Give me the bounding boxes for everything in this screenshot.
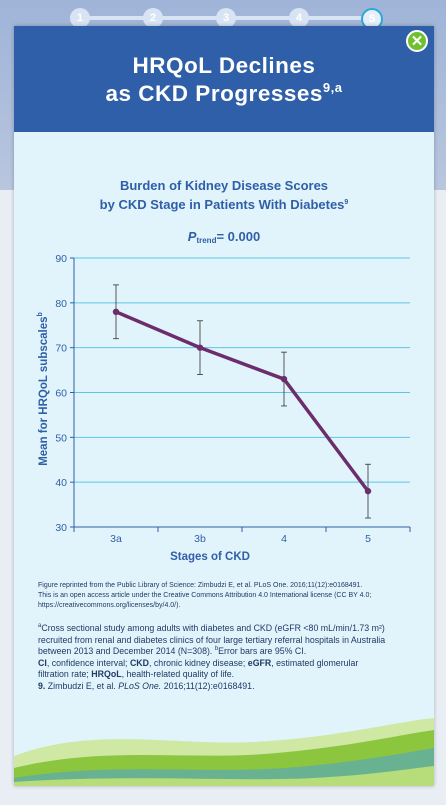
data-points: [112, 308, 372, 495]
page-title: HRQoL Declines as CKD Progresses9,a: [14, 52, 434, 108]
note-b-text: Error bars are 95% CI.: [218, 646, 307, 657]
y-tick-label-80: 80: [55, 298, 67, 310]
y-tick-label-30: 30: [55, 522, 67, 534]
note-a-text-1: Cross sectional study among adults with …: [41, 623, 385, 633]
title-line-1: HRQoL Declines: [132, 53, 316, 78]
line-chart: 30 40 50 60 70 80 90 3a 3b 4 5 Stages of CKD: [55, 253, 411, 563]
x-tick-label-5: 5: [365, 533, 371, 545]
wave-front: [14, 766, 434, 786]
y-tick-label-60: 60: [55, 388, 67, 400]
p-trend-value: = 0.000: [216, 229, 261, 244]
step-1[interactable]: 1: [70, 8, 90, 28]
step-3[interactable]: 3: [216, 8, 236, 28]
chart-title-line-1: Burden of Kidney Disease Scores: [119, 178, 329, 193]
reprint-line-1: Figure reprinted from the Public Library…: [38, 582, 363, 589]
note-a-text-3: between 2013 and December 2014 (N=308).: [38, 646, 213, 657]
step-2[interactable]: 2: [143, 8, 163, 28]
x-tick-label-4: 4: [281, 533, 287, 545]
wave-blue: [14, 748, 434, 786]
x-tick-labels: 3a 3b 4 5: [110, 533, 371, 545]
abbr-hrqol: HRQoL: [91, 669, 122, 680]
abbr-line-2-text: filtration rate;: [38, 669, 92, 680]
x-tick-label-3b: 3b: [194, 533, 206, 545]
abbr-ckd-text: , chronic kidney disease;: [149, 657, 248, 668]
chart-title: Burden of Kidney Disease Scores by CKD S…: [14, 176, 434, 214]
x-tick-label-3a: 3a: [110, 533, 122, 545]
grid-lines: [74, 257, 410, 483]
abbr-ckd: CKD: [129, 657, 150, 668]
modal-panel: HRQoL Declines as CKD Progresses9,a ✕ Bu…: [14, 26, 434, 786]
y-tick-label-40: 40: [55, 477, 67, 489]
abbr-ci-text: , confidence interval;: [46, 657, 130, 668]
series-line: [115, 310, 370, 493]
reference-journal: PLoS One.: [118, 680, 162, 691]
chart-title-line-2: by CKD Stage in Patients With Diabetes9: [14, 195, 434, 214]
title-line-2-text: as CKD Progresses: [105, 81, 323, 106]
abbr-ci: CI: [38, 657, 47, 668]
step-indicator: 1 2 3 4 5: [0, 0, 446, 30]
reference-number: 9.: [38, 680, 46, 691]
data-point-3b: [196, 344, 204, 351]
note-a-line-3: between 2013 and December 2014 (N=308). …: [38, 646, 423, 658]
note-a-marker: a: [38, 623, 42, 629]
footnotes: aCross sectional study among adults with…: [38, 623, 423, 693]
y-tick-labels: 30 40 50 60 70 80 90: [55, 253, 67, 534]
y-tick-label-70: 70: [55, 343, 67, 355]
reference-text: Zimbudzi E, et al.: [45, 680, 119, 691]
note-a-line-1: aCross sectional study among adults with…: [38, 623, 423, 635]
series-path: [115, 310, 370, 493]
reprint-line-2: This is an open access article under the…: [38, 592, 372, 599]
decorative-wave: [14, 718, 434, 786]
error-bars: [113, 284, 371, 519]
title-line-2: as CKD Progresses9,a: [14, 80, 434, 108]
close-icon: ✕: [410, 32, 424, 50]
note-a-line-2: recruited from renal and diabetes clinic…: [38, 634, 386, 645]
title-superscript: 9,a: [322, 80, 343, 95]
reference-9: 9. Zimbudzi E, et al. PLoS One. 2016;11(…: [38, 681, 423, 693]
abbreviations-line-2: filtration rate; HRQoL, health-related q…: [38, 669, 423, 681]
reprint-line-3: https://creativecommons.org/licenses/by/…: [38, 602, 181, 609]
close-button[interactable]: ✕: [406, 30, 428, 52]
y-tick-label-90: 90: [55, 253, 67, 265]
p-symbol: P: [187, 229, 197, 244]
abbr-hrqol-text: , health-related quality of life.: [121, 669, 235, 680]
y-tick-label-50: 50: [55, 432, 67, 444]
data-point-5: [364, 487, 372, 495]
reference-tail: 2016;11(12):e0168491.: [161, 680, 255, 691]
abbr-egfr-text: , estimated glomerular: [271, 657, 359, 668]
step-4[interactable]: 4: [289, 8, 309, 28]
data-point-3a: [112, 308, 120, 315]
abbreviations-line-1: CI, confidence interval; CKD, chronic ki…: [38, 658, 423, 670]
axes: [70, 257, 411, 532]
p-trend-subscript: trend: [196, 236, 217, 245]
abbr-egfr: eGFR: [247, 657, 272, 668]
modal-header: HRQoL Declines as CKD Progresses9,a ✕: [14, 26, 434, 132]
reprint-credit: Figure reprinted from the Public Library…: [38, 581, 418, 611]
note-b-marker: b: [214, 646, 219, 653]
data-point-4: [280, 375, 288, 383]
x-axis-title: Stages of CKD: [170, 551, 250, 563]
p-trend-label: Ptrend= 0.000: [14, 229, 434, 245]
chart-title-line-2-text: by CKD Stage in Patients With Diabetes: [99, 197, 345, 212]
chart-title-superscript: 9: [344, 199, 349, 206]
